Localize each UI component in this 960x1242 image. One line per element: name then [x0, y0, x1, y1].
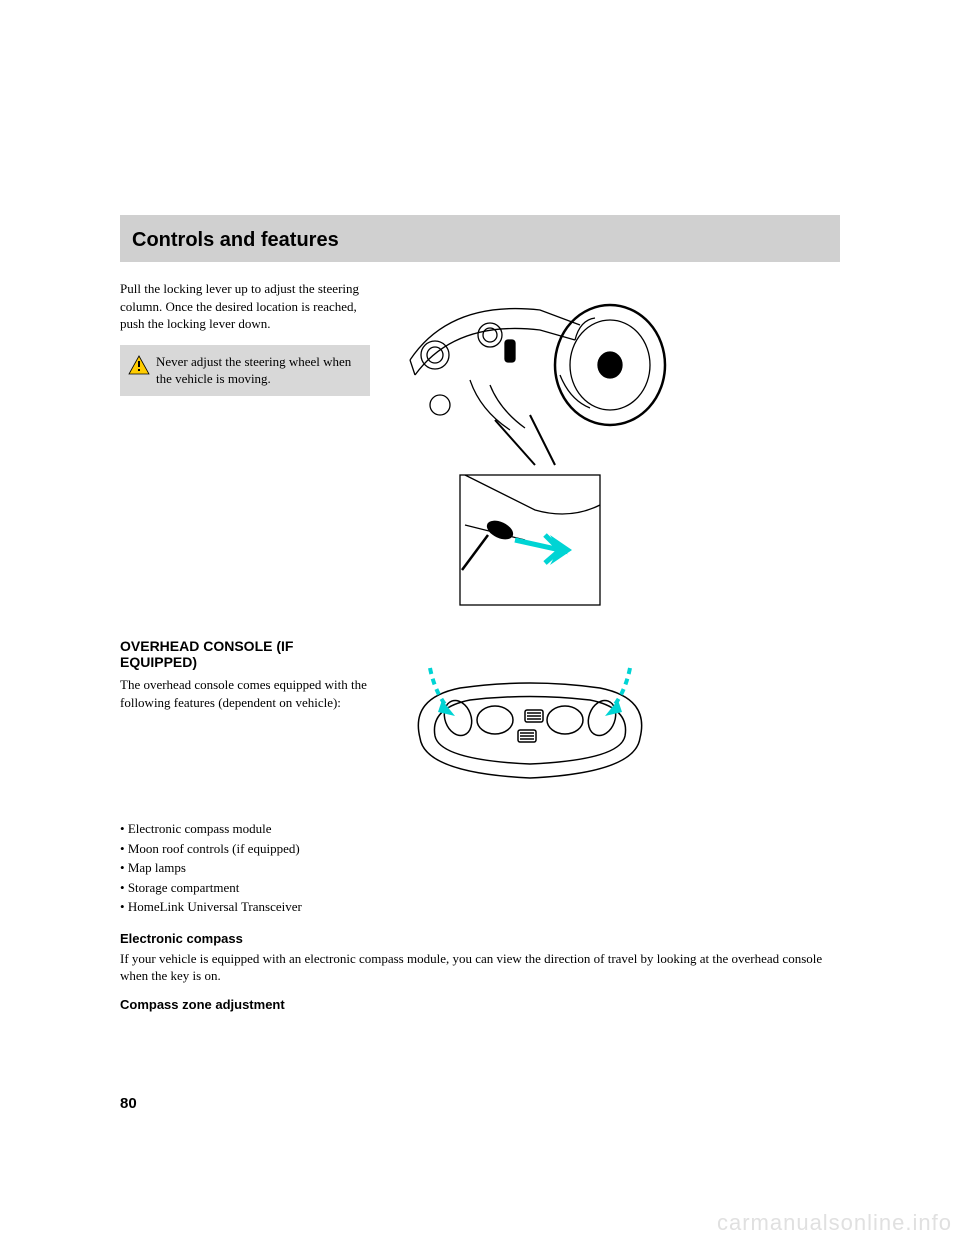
tilt-steering-row: Pull the locking lever up to adjust the … [120, 280, 840, 620]
list-item: • Electronic compass module [120, 819, 840, 839]
page-content: Controls and features Pull the locking l… [120, 215, 840, 1016]
compass-text: If your vehicle is equipped with an elec… [120, 950, 840, 985]
watermark-text: carmanualsonline.info [717, 1210, 952, 1236]
warning-icon [128, 355, 150, 380]
console-right-column [380, 638, 840, 813]
list-item: • Map lamps [120, 858, 840, 878]
console-section-row: OVERHEAD CONSOLE (IF EQUIPPED) The overh… [120, 638, 840, 813]
page-number: 80 [120, 1095, 137, 1112]
section-header-bar: Controls and features [120, 215, 840, 262]
console-bullets-block: • Electronic compass module • Moon roof … [120, 819, 840, 917]
list-item: • HomeLink Universal Transceiver [120, 897, 840, 917]
list-item: • Moon roof controls (if equipped) [120, 839, 840, 859]
warning-box: Never adjust the steering wheel when the… [120, 345, 370, 396]
tilt-left-column: Pull the locking lever up to adjust the … [120, 280, 380, 396]
list-item: • Storage compartment [120, 878, 840, 898]
warning-text: Never adjust the steering wheel when the… [156, 354, 351, 387]
console-left-column: OVERHEAD CONSOLE (IF EQUIPPED) The overh… [120, 638, 380, 723]
overhead-console-diagram [380, 638, 680, 808]
compass-subsection: Electronic compass If your vehicle is eq… [120, 931, 840, 1012]
console-heading: OVERHEAD CONSOLE (IF EQUIPPED) [120, 638, 370, 670]
compass-heading: Electronic compass [120, 931, 840, 946]
tilt-right-column [380, 280, 840, 620]
lever-inset-diagram [450, 465, 610, 615]
section-title: Controls and features [132, 229, 828, 252]
steering-column-diagram [380, 280, 680, 470]
zone-heading: Compass zone adjustment [120, 997, 840, 1012]
tilt-instruction-text: Pull the locking lever up to adjust the … [120, 280, 370, 333]
console-intro-text: The overhead console comes equipped with… [120, 676, 370, 711]
